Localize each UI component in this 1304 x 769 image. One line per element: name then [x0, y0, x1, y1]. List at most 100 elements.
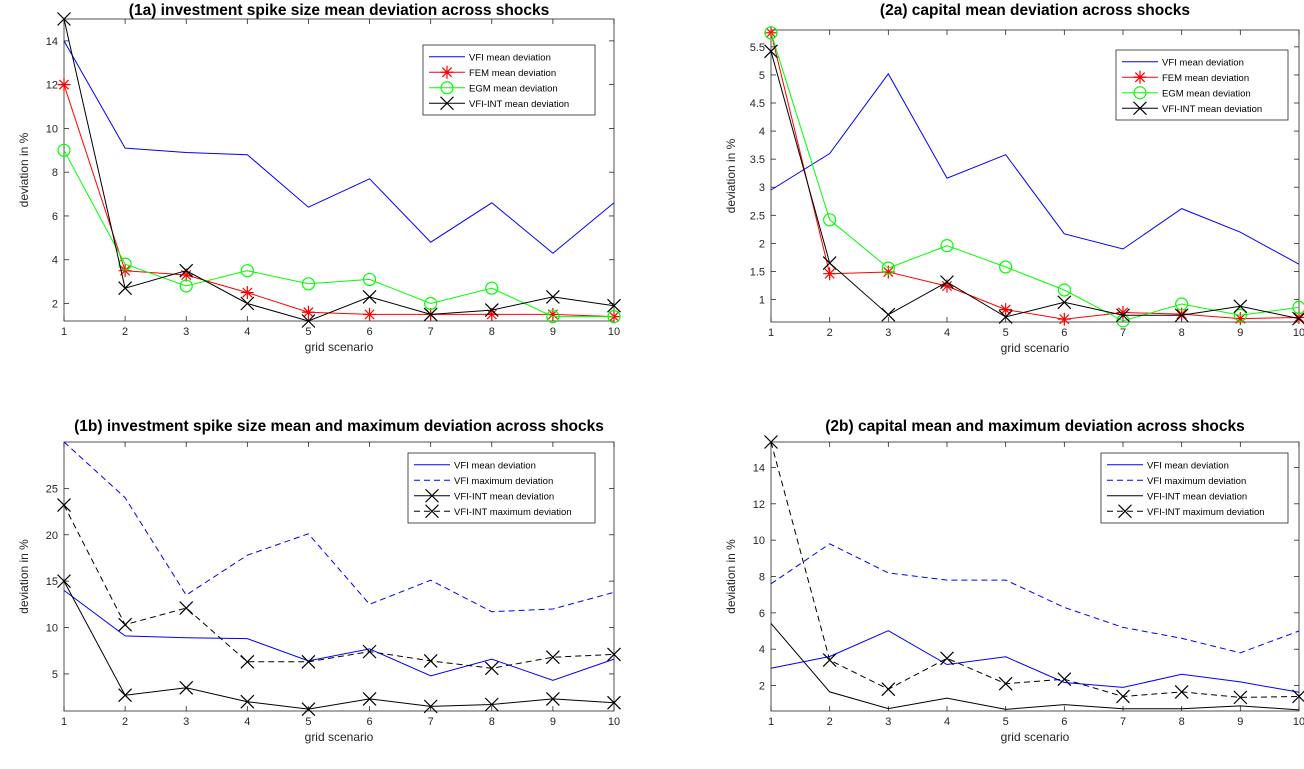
- data-point: [362, 644, 377, 659]
- chart-2a: (2a) capital mean deviation across shock…: [724, 2, 1304, 355]
- x-tick-label: 2: [122, 326, 128, 338]
- x-tick-label: 6: [1061, 327, 1067, 339]
- data-point: [998, 310, 1013, 324]
- data-point: [764, 26, 778, 40]
- legend-label: VFI-INT mean deviation: [469, 99, 569, 110]
- x-axis-label: grid scenario: [1001, 341, 1070, 355]
- series-line: [63, 589, 615, 681]
- y-tick-label: 25: [46, 483, 58, 495]
- legend-label: VFI-INT mean deviation: [1162, 104, 1262, 115]
- x-tick-label: 5: [305, 326, 311, 338]
- series-line: [770, 543, 1300, 654]
- data-point: [1057, 312, 1071, 326]
- x-tick-label: 10: [1293, 327, 1304, 339]
- y-axis-label: deviation in %: [724, 138, 738, 213]
- data-point: [179, 268, 193, 282]
- series-line: [63, 150, 614, 318]
- data-point: [301, 314, 316, 328]
- data-point: [1057, 295, 1072, 310]
- y-tick-label: 6: [52, 211, 58, 223]
- data-point: [362, 692, 377, 706]
- data-point: [999, 303, 1013, 317]
- data-point: [1292, 689, 1304, 704]
- data-point: [118, 281, 133, 296]
- y-tick-label: 2: [52, 298, 58, 310]
- data-point: [940, 651, 954, 666]
- data-point: [301, 277, 316, 291]
- series-line: [63, 40, 615, 254]
- data-point: [823, 267, 837, 281]
- data-point: [179, 601, 194, 615]
- data-point: [301, 305, 315, 319]
- data-point: [1116, 689, 1130, 704]
- x-tick-label: 1: [61, 716, 67, 728]
- data-point: [179, 680, 194, 695]
- legend: VFI mean deviation FEM mean deviation EGM …: [422, 44, 596, 116]
- x-tick-label: 4: [944, 716, 950, 728]
- legend-marker: [1118, 504, 1132, 519]
- x-tick-label: 6: [1061, 716, 1067, 728]
- x-tick-label: 3: [885, 716, 891, 728]
- data-point: [1116, 308, 1130, 323]
- chart-2b: (2b) capital mean and maximum deviation …: [724, 418, 1304, 744]
- data-point: [240, 694, 255, 709]
- data-point: [118, 688, 133, 703]
- x-tick-label: 4: [944, 327, 950, 339]
- data-point: [363, 307, 377, 321]
- data-point: [1174, 308, 1189, 323]
- legend-label: VFI maximum deviation: [1147, 476, 1246, 487]
- x-tick-label: 10: [608, 716, 620, 728]
- data-point: [57, 574, 71, 589]
- data-point: [1175, 307, 1189, 321]
- y-tick-label: 2: [759, 238, 765, 250]
- data-point: [1292, 300, 1304, 314]
- y-tick-label: 2: [759, 681, 765, 693]
- data-point: [1057, 283, 1071, 297]
- data-point: [1233, 299, 1248, 314]
- data-point: [545, 692, 560, 706]
- x-tick-label: 3: [885, 327, 891, 339]
- y-tick-label: 2.5: [750, 210, 765, 222]
- data-point: [545, 650, 560, 665]
- legend-label: VFI mean deviation: [1147, 460, 1229, 471]
- y-tick-label: 4: [759, 126, 765, 138]
- series-line: [63, 580, 615, 710]
- x-tick-label: 2: [827, 327, 833, 339]
- data-point: [546, 310, 560, 324]
- data-point: [545, 290, 560, 304]
- data-point: [57, 143, 71, 157]
- x-tick-label: 3: [183, 716, 189, 728]
- data-point: [424, 296, 438, 311]
- plot-area-box: [770, 29, 1300, 323]
- data-point: [57, 12, 71, 26]
- series-layer: [764, 26, 1304, 328]
- data-point: [301, 702, 316, 717]
- legend-marker: [1133, 101, 1147, 116]
- series-line: [63, 18, 615, 322]
- series-line: [770, 630, 1300, 693]
- data-point: [179, 279, 193, 293]
- series-line: [770, 51, 1300, 320]
- x-tick-label: 5: [305, 716, 311, 728]
- x-axis-label: grid scenario: [1001, 730, 1070, 744]
- data-point: [881, 265, 895, 279]
- data-point: [57, 78, 71, 92]
- chart-1b: (1b) investment spike size mean and maxi…: [17, 418, 621, 744]
- data-point: [485, 281, 499, 295]
- x-tick-label: 1: [768, 716, 774, 728]
- data-point: [607, 695, 621, 710]
- data-point: [940, 275, 954, 290]
- legend-label: VFI mean deviation: [1162, 57, 1244, 68]
- data-point: [301, 654, 316, 669]
- data-point: [546, 307, 560, 321]
- x-tick-label: 9: [1237, 716, 1243, 728]
- x-axis-label: grid scenario: [305, 340, 374, 354]
- x-tick-label: 7: [428, 326, 434, 338]
- x-tick-label: 5: [1003, 327, 1009, 339]
- series-line: [770, 623, 1300, 711]
- data-point: [881, 307, 896, 322]
- y-tick-label: 15: [46, 576, 58, 588]
- data-point: [607, 298, 621, 313]
- legend-label: VFI maximum deviation: [454, 476, 553, 487]
- y-tick-label: 5: [759, 70, 765, 82]
